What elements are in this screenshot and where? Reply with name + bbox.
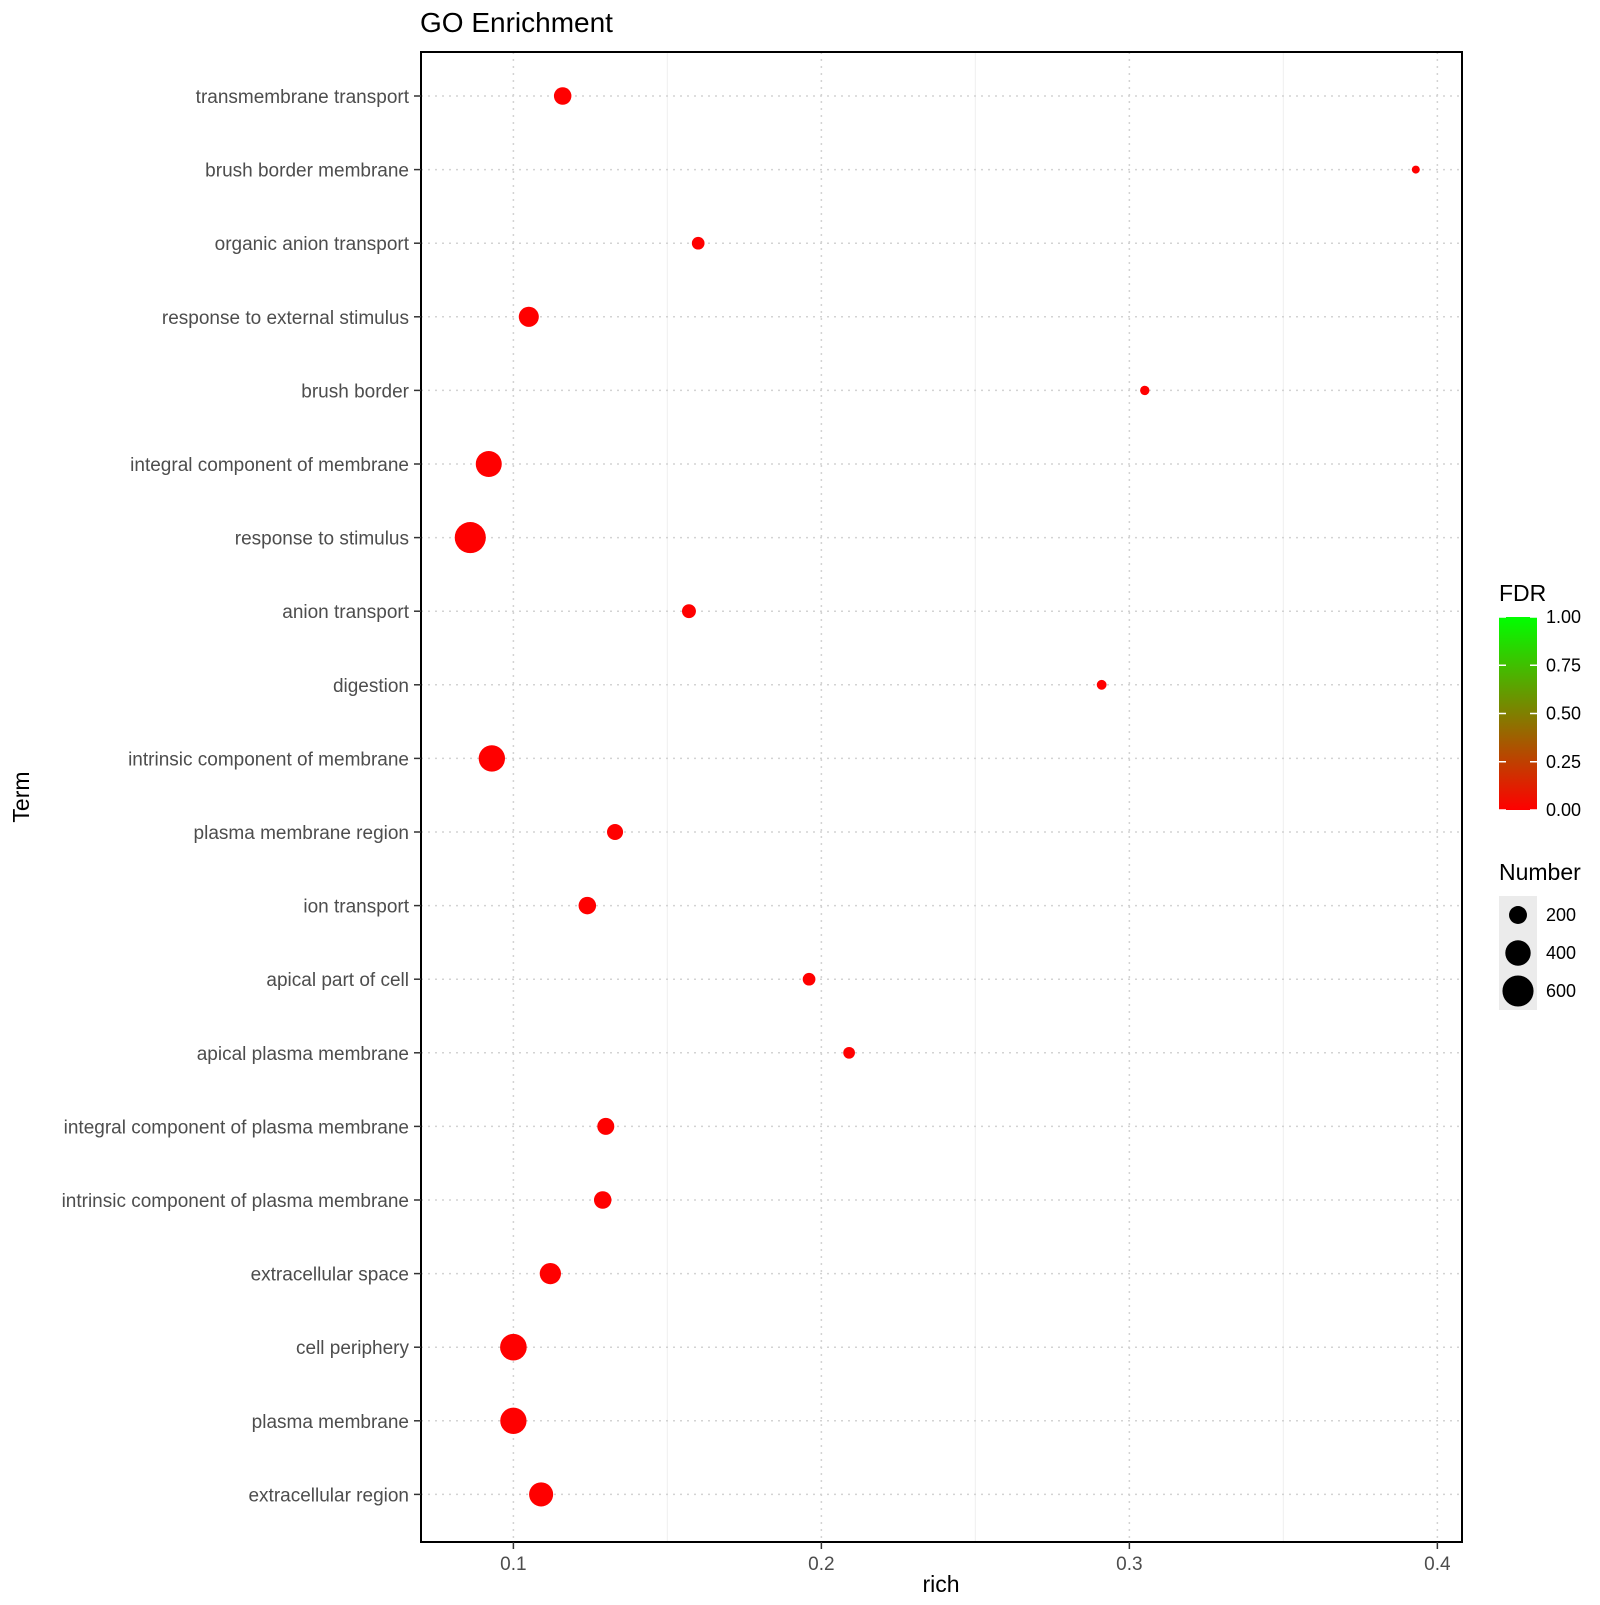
fdr-tick-label: 1.00: [1546, 607, 1581, 627]
plot-panel: [421, 52, 1462, 1542]
y-tick-label: cell periphery: [296, 1338, 409, 1359]
y-axis-title: Term: [8, 771, 34, 822]
data-point: [539, 1262, 561, 1285]
fdr-tick-label: 0.25: [1546, 752, 1581, 772]
fdr-legend-title: FDR: [1499, 580, 1546, 606]
data-point: [478, 745, 506, 772]
y-tick-label: intrinsic component of plasma membrane: [62, 1191, 409, 1212]
data-point: [843, 1046, 855, 1059]
x-tick-label: 0.2: [808, 1554, 834, 1575]
number-legend-label: 400: [1546, 943, 1576, 963]
y-tick-label: brush border membrane: [205, 161, 409, 182]
fdr-legend: FDR 0.00 0.25 0.50 0.75 1.00: [1499, 580, 1581, 820]
plot-border: [420, 51, 1463, 1543]
fdr-legend-ticks: 0.00 0.25 0.50 0.75 1.00: [1499, 607, 1581, 820]
y-tick-label: intrinsic component of membrane: [128, 749, 409, 770]
number-legend-label: 600: [1546, 981, 1576, 1001]
data-point: [597, 1117, 615, 1135]
y-tick-label: transmembrane transport: [196, 87, 410, 108]
y-tick-label: response to stimulus: [235, 529, 409, 550]
y-tick-label: digestion: [333, 676, 409, 697]
y-tick-label: response to external stimulus: [162, 308, 409, 329]
x-tick-label: 0.1: [500, 1554, 526, 1575]
number-legend-dot: [1505, 940, 1531, 966]
fdr-tick-label: 0.50: [1546, 704, 1581, 724]
data-point: [454, 522, 486, 554]
y-tick-label: organic anion transport: [215, 234, 410, 255]
x-tick-label: 0.4: [1424, 1554, 1451, 1575]
y-tick-label: integral component of membrane: [130, 455, 409, 476]
data-point: [593, 1191, 612, 1209]
x-tick-label: 0.3: [1116, 1554, 1142, 1575]
data-point: [1140, 385, 1150, 396]
data-point: [691, 236, 705, 250]
grid-lines: [421, 52, 1462, 1542]
data-point: [802, 972, 816, 986]
number-legend-entries: 200 400 600: [1502, 905, 1576, 1007]
y-tick-label: anion transport: [282, 602, 409, 623]
y-tick-label: apical plasma membrane: [197, 1044, 409, 1065]
chart-title: GO Enrichment: [420, 7, 613, 38]
y-axis-ticks: transmembrane transport brush border memb…: [62, 87, 421, 1506]
data-point: [1411, 165, 1420, 174]
y-tick-label: apical part of cell: [266, 970, 409, 991]
data-point: [518, 306, 539, 327]
number-legend-dot: [1502, 975, 1534, 1007]
number-legend-label: 200: [1546, 905, 1576, 925]
data-point: [500, 1333, 527, 1361]
x-axis-ticks: 0.1 0.2 0.3 0.4: [500, 1542, 1451, 1575]
x-axis-title: rich: [922, 1571, 959, 1597]
y-tick-label: plasma membrane: [252, 1412, 409, 1433]
number-legend-title: Number: [1499, 859, 1581, 885]
fdr-tick-label: 0.75: [1546, 655, 1581, 675]
data-point: [529, 1482, 554, 1507]
y-tick-label: extracellular space: [251, 1265, 409, 1286]
data-point: [607, 823, 624, 841]
data-point: [578, 896, 597, 915]
y-tick-label: brush border: [301, 381, 409, 402]
data-points: [454, 87, 1420, 1507]
data-point: [553, 87, 572, 105]
data-point: [1096, 679, 1107, 690]
y-tick-label: extracellular region: [248, 1485, 409, 1506]
fdr-tick-label: 0.00: [1546, 800, 1581, 820]
data-point: [500, 1407, 527, 1434]
number-legend-dot: [1509, 906, 1527, 924]
y-tick-label: plasma membrane region: [194, 823, 409, 844]
y-tick-label: integral component of plasma membrane: [64, 1117, 409, 1138]
data-point: [475, 450, 502, 478]
number-legend: Number 200 400 600: [1499, 859, 1581, 1010]
y-tick-label: ion transport: [303, 897, 409, 918]
data-point: [681, 604, 696, 619]
